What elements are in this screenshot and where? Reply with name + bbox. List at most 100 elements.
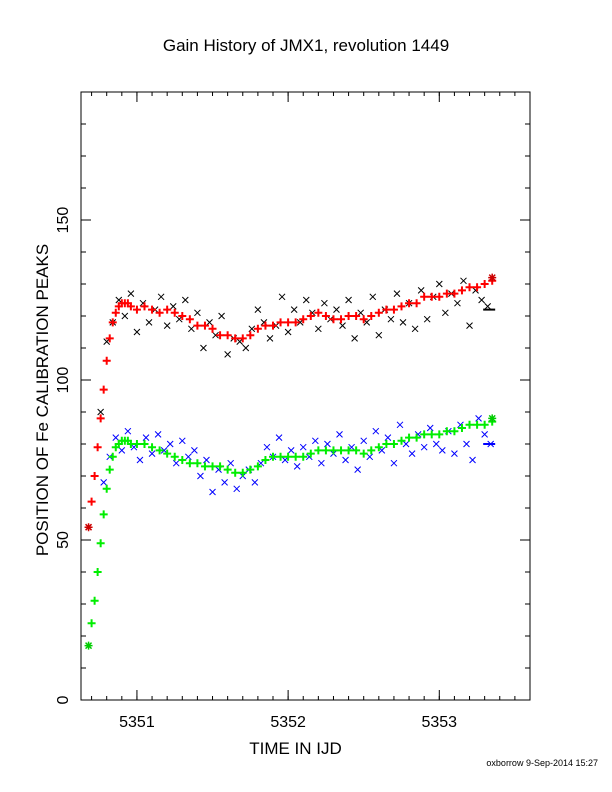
fit-point: [337, 446, 346, 455]
y-tick-label: 50: [55, 531, 72, 549]
fit-point: [178, 456, 187, 464]
data-point: [157, 293, 165, 301]
fit-point: [427, 292, 436, 301]
fit-point: [87, 497, 96, 506]
data-point: [130, 443, 138, 451]
fit-point: [389, 305, 398, 314]
fit-point: [473, 420, 482, 429]
x-axis-label: TIME IN IJD: [249, 739, 342, 758]
fit-point: [382, 305, 391, 314]
fit-point: [276, 452, 285, 461]
fit-point: [99, 385, 108, 394]
fit-point: [96, 539, 105, 548]
data-point: [221, 479, 228, 486]
fit-point: [216, 462, 225, 471]
x-tick-label: 5352: [270, 714, 306, 731]
fit-point: [374, 308, 383, 317]
fit-point: [389, 440, 398, 448]
fit-point: [276, 318, 285, 327]
data-point: [378, 447, 386, 454]
data-point: [227, 459, 235, 467]
data-point: [469, 456, 476, 464]
data-point: [372, 427, 380, 435]
fit-point: [359, 449, 368, 458]
fit-point: [163, 449, 172, 458]
fit-point: [223, 331, 232, 340]
data-point: [354, 466, 362, 473]
fit-point: [306, 449, 315, 458]
data-point: [466, 322, 473, 329]
fit-point: [238, 468, 247, 477]
data-point: [402, 440, 410, 448]
data-point: [103, 338, 111, 345]
data-point: [441, 309, 449, 317]
fit-point: [374, 443, 383, 452]
data-point: [369, 293, 377, 301]
data-point: [124, 427, 132, 435]
fit-point: [457, 424, 466, 432]
fit-point: [261, 321, 270, 330]
data-point: [281, 456, 289, 464]
data-point: [263, 443, 271, 451]
fit-point: [163, 305, 172, 314]
fit-point: [155, 308, 164, 317]
data-point: [314, 325, 322, 333]
data-point: [336, 431, 343, 438]
fit-point: [442, 289, 451, 298]
data-point: [396, 421, 404, 429]
data-point: [417, 287, 425, 294]
fit-point: [185, 459, 194, 468]
fit-point: [329, 315, 338, 324]
data-point: [248, 325, 256, 333]
data-point: [290, 306, 298, 313]
fit-point: [126, 302, 135, 311]
fit-point: [337, 315, 346, 324]
fit-point: [359, 315, 368, 324]
data-point: [318, 459, 325, 467]
fit-point: [108, 452, 117, 461]
fit-point: [480, 420, 489, 429]
data-point: [181, 296, 189, 304]
x-tick-label: 5353: [421, 714, 457, 731]
data-point: [254, 306, 262, 313]
data-point: [160, 447, 168, 454]
data-point: [484, 303, 492, 310]
data-point: [136, 456, 144, 464]
fit-point: [90, 472, 99, 480]
data-point: [148, 450, 156, 457]
y-tick-label: 0: [55, 695, 72, 704]
data-point: [293, 463, 301, 470]
fit-point: [132, 440, 141, 448]
fit-point: [246, 331, 255, 340]
fit-point: [284, 452, 293, 461]
fit-point: [435, 430, 444, 439]
fit-point: [231, 468, 240, 477]
data-point: [411, 325, 419, 333]
data-point: [296, 319, 304, 326]
fit-point: [170, 452, 179, 461]
fit-point: [382, 440, 391, 448]
fit-point: [93, 443, 102, 452]
data-point: [206, 319, 213, 326]
fit-point: [352, 312, 361, 320]
data-point: [384, 434, 392, 441]
fit-point: [412, 433, 421, 442]
data-point: [420, 443, 428, 451]
data-point: [145, 319, 153, 326]
data-point: [287, 447, 295, 454]
data-point: [284, 328, 292, 336]
data-point: [435, 280, 443, 288]
data-point: [121, 312, 129, 320]
data-point: [475, 415, 482, 422]
data-point: [163, 322, 171, 329]
fit-point: [193, 321, 202, 330]
data-point: [363, 319, 371, 326]
fit-point: [99, 510, 108, 519]
fit-point: [450, 427, 459, 436]
fit-point: [457, 286, 466, 295]
fit-point: [193, 459, 202, 468]
fit-point: [321, 312, 330, 320]
x-tick-label: 5351: [119, 714, 155, 731]
data-point: [311, 437, 319, 445]
data-point: [184, 453, 192, 461]
